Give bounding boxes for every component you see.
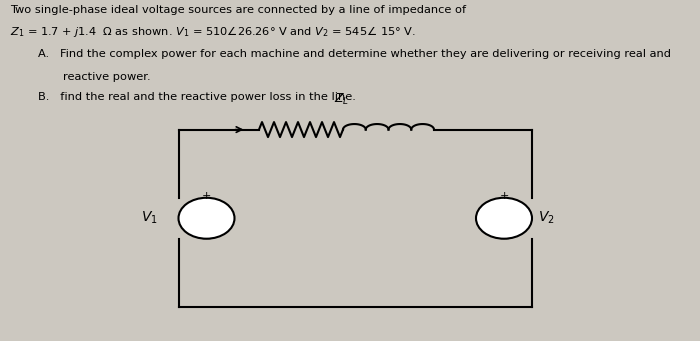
Text: reactive power.: reactive power.: [63, 72, 150, 81]
Ellipse shape: [476, 198, 532, 239]
Text: +: +: [202, 191, 211, 201]
Text: −: −: [498, 232, 510, 246]
Text: Two single-phase ideal voltage sources are connected by a line of impedance of: Two single-phase ideal voltage sources a…: [10, 5, 467, 15]
Text: A.   Find the complex power for each machine and determine whether they are deli: A. Find the complex power for each machi…: [38, 49, 671, 59]
Text: $Z_L$: $Z_L$: [334, 92, 349, 107]
Text: +: +: [499, 191, 509, 201]
Text: $Z_1$ = 1.7 + $j$1.4  $\Omega$ as shown. $V_1$ = 510$\angle$26.26° V and $V_2$ =: $Z_1$ = 1.7 + $j$1.4 $\Omega$ as shown. …: [10, 24, 416, 39]
Text: $V_2$: $V_2$: [538, 210, 554, 226]
Text: −: −: [201, 232, 212, 246]
Text: $V_1$: $V_1$: [141, 210, 158, 226]
Ellipse shape: [178, 198, 234, 239]
Text: B.   find the real and the reactive power loss in the line.: B. find the real and the reactive power …: [38, 92, 356, 102]
